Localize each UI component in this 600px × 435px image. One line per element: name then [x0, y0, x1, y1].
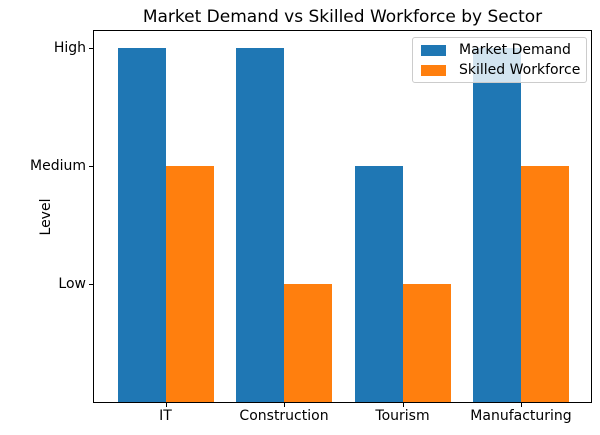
chart-title: Market Demand vs Skilled Workforce by Se… — [142, 7, 543, 27]
legend-swatch-market-demand — [421, 44, 446, 56]
legend-swatch-skilled-workforce — [421, 64, 446, 76]
bar-skilled-workforce-it — [165, 166, 214, 402]
y-tick-label-medium: Medium — [30, 158, 86, 174]
plot-area — [93, 30, 592, 403]
x-tick-it — [165, 403, 167, 407]
x-tick-label-manufacturing: Manufacturing — [470, 408, 572, 424]
legend-label-skilled-workforce: Skilled Workforce — [459, 62, 581, 78]
legend-item-market-demand: Market Demand — [421, 41, 586, 59]
x-tick-construction — [284, 403, 285, 407]
bar-skilled-workforce-manufacturing — [521, 166, 569, 402]
bar-market-demand-it — [117, 48, 166, 402]
y-tick-label-low: Low — [58, 276, 86, 292]
bar-market-demand-manufacturing — [473, 48, 521, 402]
x-tick-label-it: IT — [159, 408, 172, 424]
x-tick-manufacturing — [521, 403, 522, 407]
bar-market-demand-tourism — [354, 166, 403, 402]
bar-skilled-workforce-construction — [284, 284, 332, 402]
y-tick-medium — [89, 166, 93, 167]
y-tick-low — [89, 284, 93, 285]
x-tick-label-construction: Construction — [239, 408, 329, 424]
bar-market-demand-construction — [236, 48, 284, 402]
x-tick-label-tourism: Tourism — [375, 408, 430, 424]
x-tick-tourism — [402, 403, 404, 407]
legend-item-skilled-workforce: Skilled Workforce — [421, 61, 586, 79]
bar-skilled-workforce-tourism — [402, 284, 451, 402]
legend: Market Demand Skilled Workforce — [412, 37, 587, 83]
y-tick-high — [89, 48, 93, 49]
y-tick-label-high: High — [53, 40, 86, 56]
legend-label-market-demand: Market Demand — [459, 42, 571, 58]
